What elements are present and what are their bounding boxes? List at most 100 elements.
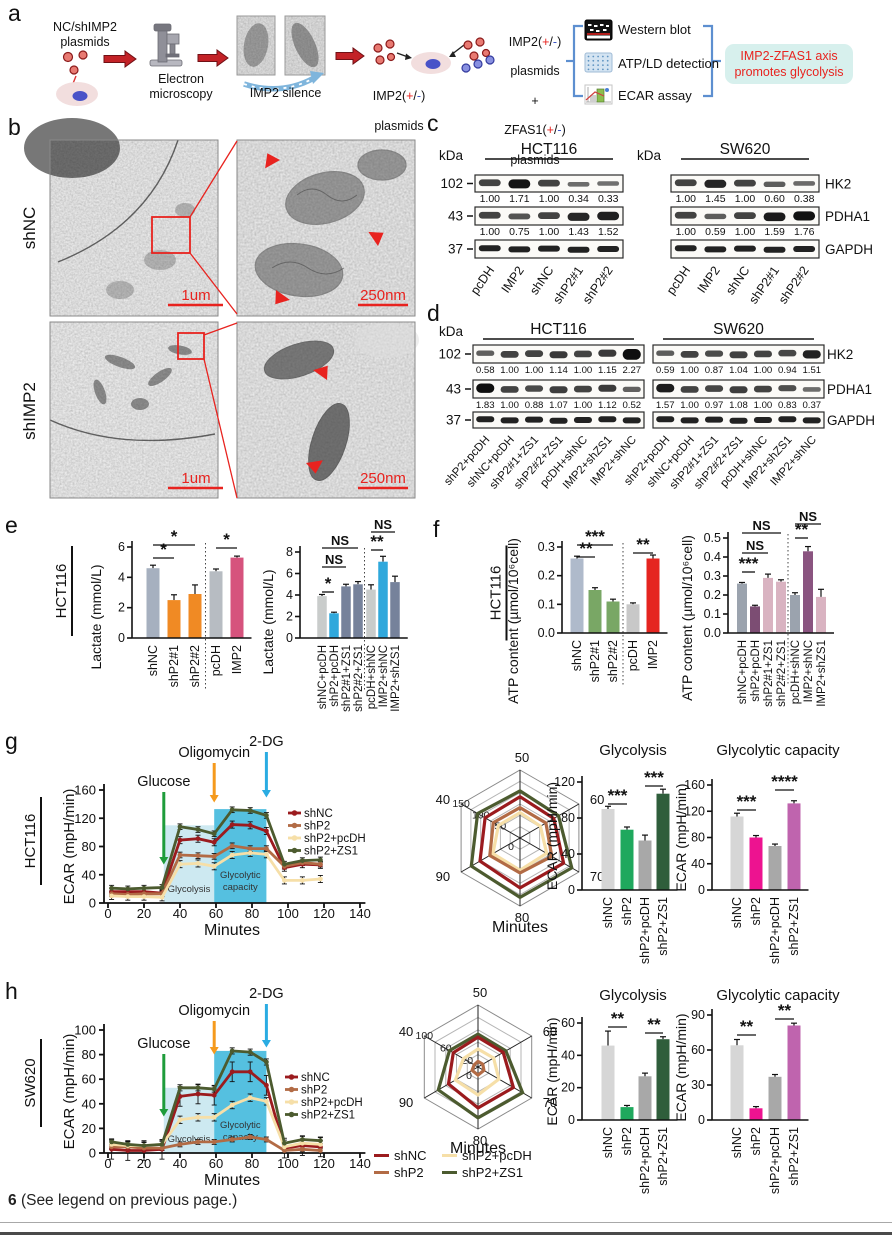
svg-text:20: 20: [137, 906, 151, 921]
imp2-plasmids-label: IMP2(+/-) plasmids: [372, 89, 426, 133]
svg-text:1.51: 1.51: [802, 365, 821, 376]
svg-text:60: 60: [590, 792, 604, 807]
svg-text:20: 20: [82, 1121, 96, 1136]
svg-text:0: 0: [466, 1070, 472, 1082]
western-blot-icon: [584, 19, 613, 41]
svg-text:IMP2: IMP2: [695, 264, 723, 296]
svg-text:IMP2: IMP2: [646, 640, 660, 669]
svg-text:40: 40: [399, 1024, 413, 1039]
svg-text:GAPDH: GAPDH: [825, 242, 873, 257]
svg-text:shP2+pcDH: shP2+pcDH: [750, 640, 762, 702]
svg-text:20: 20: [461, 1055, 473, 1067]
svg-text:**: **: [647, 1015, 661, 1034]
svg-text:**: **: [795, 520, 809, 539]
svg-text:shP2#1+ZS1: shP2#1+ZS1: [341, 645, 353, 712]
svg-text:100: 100: [74, 1023, 96, 1038]
svg-text:**: **: [611, 1009, 625, 1028]
svg-text:shP2+ZS1: shP2+ZS1: [656, 1127, 670, 1186]
inset-box-icon: [177, 332, 205, 360]
svg-text:1.00: 1.00: [680, 400, 699, 411]
panel-a-label: a: [8, 0, 21, 26]
svg-text:IMP2+shZS1: IMP2+shZS1: [816, 640, 828, 707]
svg-text:*: *: [325, 574, 332, 593]
svg-text:140: 140: [349, 906, 371, 921]
svg-text:shP2#2+ZS1: shP2#2+ZS1: [776, 640, 788, 707]
svg-text:100: 100: [277, 906, 299, 921]
svg-text:70: 70: [590, 869, 604, 884]
panel-f-label: f: [433, 516, 440, 542]
svg-text:60: 60: [209, 906, 223, 921]
glycolytic-capacity-bar-chart-hct116: Glycolytic capacity 0 40 80 120 160 ECAR (mpH/…: [673, 740, 892, 977]
svg-text:1.00: 1.00: [574, 400, 593, 411]
svg-text:0: 0: [508, 841, 514, 853]
svg-text:kDa: kDa: [439, 148, 463, 163]
svg-text:1.00: 1.00: [735, 226, 756, 238]
svg-text:0: 0: [89, 1146, 96, 1161]
svg-text:1.71: 1.71: [509, 193, 530, 205]
svg-text:40: 40: [82, 867, 96, 882]
svg-text:70: 70: [543, 1095, 557, 1110]
page-bottom-rule: [0, 1232, 892, 1235]
svg-text:*: *: [160, 540, 167, 559]
svg-text:Glycolytic capacity: Glycolytic capacity: [716, 987, 840, 1004]
nc-shimp2-plasmids-label: NC/shIMP2 plasmids: [53, 20, 117, 49]
svg-text:shP2+pcDH: shP2+pcDH: [304, 833, 366, 845]
legend-item: shP2: [374, 1165, 442, 1180]
svg-text:Lactate (mmol/L): Lactate (mmol/L): [260, 569, 276, 674]
mitochondria-arrowhead-icons: [265, 153, 384, 474]
svg-text:1.00: 1.00: [480, 226, 501, 238]
svg-text:0.34: 0.34: [568, 193, 589, 205]
cell-line-label-e: HCT116: [53, 546, 73, 636]
svg-text:shP2#2: shP2#2: [776, 264, 812, 307]
assay-atp-ld-label: ATP/LD detection: [618, 56, 719, 71]
svg-text:shP2: shP2: [620, 1127, 634, 1156]
svg-text:shNC+pcDH: shNC+pcDH: [737, 640, 749, 704]
western-blot-panel-c: kDa kDa HCT116 102 1.00 1.71 1.00 0.34 0.33 43 1.0…: [425, 118, 892, 323]
svg-text:0.4: 0.4: [704, 550, 721, 564]
svg-text:1.00: 1.00: [680, 365, 699, 376]
svg-text:shP2: shP2: [620, 897, 634, 926]
svg-text:**: **: [579, 539, 593, 558]
inset-box-icon: [151, 216, 191, 254]
svg-text:0: 0: [568, 883, 575, 897]
svg-text:shP2+pcDH: shP2+pcDH: [638, 1127, 652, 1194]
electron-microscopy-label: Electron microscopy: [149, 72, 213, 101]
svg-text:0.38: 0.38: [794, 193, 815, 205]
svg-text:0: 0: [286, 631, 293, 645]
svg-text:90: 90: [399, 1095, 413, 1110]
svg-text:GAPDH: GAPDH: [827, 413, 875, 428]
svg-text:0.37: 0.37: [802, 400, 821, 411]
svg-text:4: 4: [286, 588, 293, 602]
svg-text:Glycolytic: Glycolytic: [220, 1120, 261, 1131]
svg-text:shNC: shNC: [570, 640, 584, 671]
svg-text:Minutes: Minutes: [492, 919, 548, 936]
svg-text:IMP2: IMP2: [230, 645, 244, 674]
svg-text:Glycolysis: Glycolysis: [168, 1134, 211, 1145]
h-series-legend: shNC shP2+pcDH shP2 shP2+ZS1: [374, 1148, 560, 1180]
svg-text:IMP2+shNC: IMP2+shNC: [803, 640, 815, 702]
svg-text:1.57: 1.57: [656, 400, 675, 411]
svg-text:shP2+pcDH: shP2+pcDH: [768, 1127, 782, 1194]
svg-text:1.00: 1.00: [500, 400, 519, 411]
svg-text:80: 80: [82, 1047, 96, 1062]
svg-text:0.1: 0.1: [704, 607, 721, 621]
svg-text:SW620: SW620: [720, 141, 771, 158]
svg-text:Oligomycin: Oligomycin: [178, 745, 250, 761]
svg-text:shP2: shP2: [749, 1127, 763, 1156]
svg-text:***: ***: [608, 786, 628, 805]
svg-text:160: 160: [74, 783, 96, 798]
svg-text:capacity: capacity: [223, 882, 258, 893]
ecar-radar-chart-hct116: 50 100 150 0 50 60 70 80 90 40 Minutes: [380, 750, 630, 944]
svg-text:Minutes: Minutes: [450, 1140, 506, 1157]
svg-text:ATP content (µmol/10⁶cell): ATP content (µmol/10⁶cell): [679, 535, 695, 701]
svg-text:1.83: 1.83: [476, 400, 495, 411]
svg-text:0: 0: [698, 883, 705, 897]
svg-text:shNC: shNC: [723, 264, 752, 298]
svg-text:100: 100: [416, 1030, 434, 1042]
svg-text:1.00: 1.00: [735, 193, 756, 205]
svg-text:IMP2+shZS1: IMP2+shZS1: [390, 645, 402, 712]
svg-text:shP2+ZS1: shP2+ZS1: [301, 1110, 355, 1122]
svg-text:1.14: 1.14: [549, 365, 568, 376]
svg-text:90: 90: [436, 869, 450, 884]
svg-text:1.00: 1.00: [500, 365, 519, 376]
